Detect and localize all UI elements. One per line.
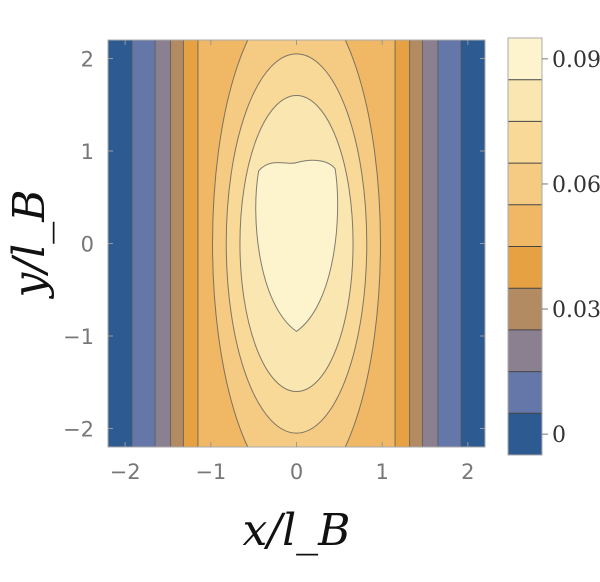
colorbar-swatch xyxy=(508,246,542,289)
y-axis: −2 −1 0 1 2 xyxy=(63,48,485,442)
x-axis-label: x/l_B xyxy=(242,505,350,556)
y-tick-label: 0 xyxy=(81,233,94,257)
colorbar-swatch xyxy=(508,371,542,414)
colorbar-swatch xyxy=(508,288,542,330)
x-tick-label: 2 xyxy=(461,460,474,484)
y-tick-label: −1 xyxy=(63,325,94,349)
colorbar-swatch xyxy=(508,204,542,247)
plot-area xyxy=(108,40,485,447)
y-tick-label: −2 xyxy=(63,418,94,442)
colorbar-tick-label: 0.09 xyxy=(552,48,600,73)
colorbar-swatch xyxy=(508,121,542,164)
colorbar-tick-label: 0.03 xyxy=(552,298,600,323)
x-tick-label: −1 xyxy=(195,460,226,484)
colorbar-swatch xyxy=(508,38,542,80)
x-axis: −2 −1 0 1 2 xyxy=(110,40,475,484)
x-tick-label: 1 xyxy=(375,460,388,484)
x-tick-label: −2 xyxy=(110,460,141,484)
colorbar-frame xyxy=(507,37,543,456)
colorbar: 0.09 0.06 0.03 0 xyxy=(507,37,600,456)
x-tick-label: 0 xyxy=(290,460,303,484)
colorbar-swatch xyxy=(508,413,542,455)
colorbar-swatch xyxy=(508,329,542,372)
colorbar-tick-label: 0.06 xyxy=(552,173,600,198)
y-axis-label: y/l_B xyxy=(4,189,55,299)
y-tick-label: 1 xyxy=(81,140,94,164)
colorbar-swatch xyxy=(508,163,542,205)
y-tick-label: 2 xyxy=(81,48,94,72)
colorbar-swatch xyxy=(508,79,542,122)
contour-level-0-085 xyxy=(255,159,339,332)
colorbar-tick-label: 0 xyxy=(552,423,566,448)
